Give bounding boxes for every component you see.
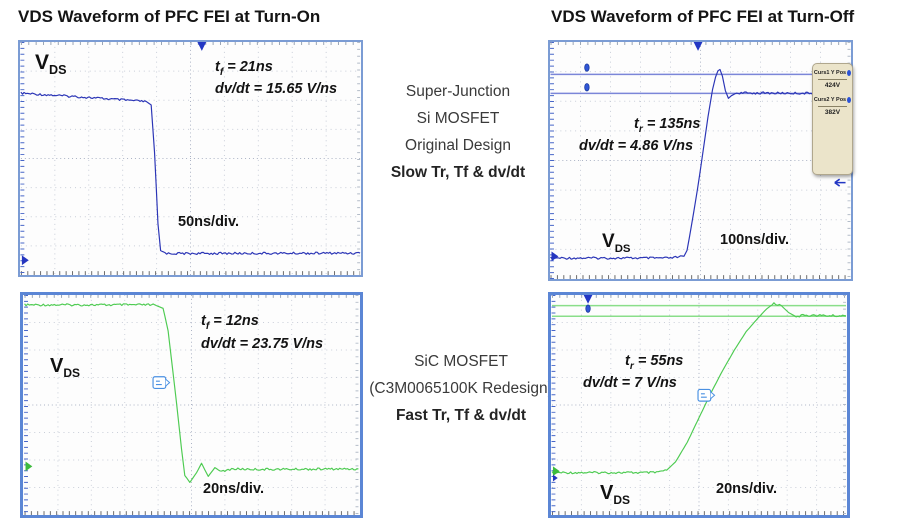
cursor1-knob-icon <box>847 70 852 76</box>
device-label-bottom: SiC MOSFET (C3M0065100K Redesign) Fast T… <box>355 348 567 429</box>
vds-sub: DS <box>63 366 81 380</box>
waveform-plot-sj-turn-on <box>20 42 361 275</box>
t-symbol: t <box>634 116 639 132</box>
timebase-label: 50ns/div. <box>178 214 239 230</box>
device-line: SiC MOSFET <box>414 353 508 370</box>
vds-trace <box>551 302 847 475</box>
vds-trace <box>20 91 361 256</box>
cursor1-label: Curs1 Y Pos <box>813 70 847 76</box>
cursor2-row: Curs2 Y Pos <box>813 97 852 103</box>
dvdt-annotation: dv/dt = 15.65 V/ns <box>215 81 338 97</box>
cursor-readout-panel: Curs1 Y Pos 424V Curs2 Y Pos 382V <box>812 63 853 175</box>
title-turn-off: VDS Waveform of PFC FEI at Turn-Off <box>551 7 855 26</box>
channel-marker-icon <box>25 461 33 472</box>
cursor1-value: 424V <box>824 82 841 89</box>
vds-sub: DS <box>613 493 631 507</box>
channel-marker-icon <box>21 255 29 266</box>
trigger-level-badge <box>152 376 167 390</box>
vds-main: V <box>600 482 614 504</box>
scope-sic-turn-off: tr = 55ns dv/dt = 7 V/ns VDS 20ns/div. <box>548 292 850 518</box>
vds-trace <box>550 68 851 260</box>
t-value: = 135ns <box>642 116 701 132</box>
vds-trace <box>24 303 359 483</box>
cursor2-label: Curs2 Y Pos <box>813 97 847 103</box>
vds-label: VDS <box>602 232 631 255</box>
device-label-top: Super-Junction Si MOSFET Original Design… <box>352 78 564 186</box>
t-value: = 12ns <box>209 313 259 329</box>
trigger-level-badge <box>697 388 712 402</box>
cursor2-value: 382V <box>824 109 841 116</box>
timebase-label: 100ns/div. <box>720 232 790 248</box>
timebase-label: 20ns/div. <box>203 481 264 497</box>
vds-label: VDS <box>600 483 630 506</box>
t-subscript: f <box>219 66 224 78</box>
channel-marker-icon <box>552 474 558 482</box>
channel-marker-icon <box>551 251 559 262</box>
trigger-level-glyph-icon <box>155 380 162 386</box>
scope-sj-turn-off: tr = 135ns dv/dt = 4.86 V/ns VDS 100ns/d… <box>548 40 853 281</box>
cursor-handle-icon <box>584 83 590 92</box>
device-line-bold: Fast Tr, Tf & dv/dt <box>395 407 527 424</box>
fall-time-annotation: tf = 21ns <box>215 59 273 78</box>
vds-label: VDS <box>50 356 80 379</box>
t-value: = 21ns <box>223 59 273 75</box>
t-symbol: t <box>625 353 630 369</box>
rise-time-annotation: tr = 55ns <box>625 353 684 372</box>
trigger-marker-icon <box>583 295 593 304</box>
waveform-plot-sic-turn-off <box>551 295 847 515</box>
device-line: Original Design <box>405 137 511 154</box>
waveform-plot-sic-turn-on <box>24 295 359 515</box>
cursor1-row: Curs1 Y Pos <box>813 70 852 76</box>
cursor-handle-icon <box>584 63 590 72</box>
dvdt-annotation: dv/dt = 23.75 V/ns <box>201 336 324 352</box>
fall-time-annotation: tf = 12ns <box>201 313 259 332</box>
vds-main: V <box>35 51 50 74</box>
dvdt-annotation: dv/dt = 4.86 V/ns <box>579 138 694 154</box>
scope-sic-turn-on: tf = 12ns dv/dt = 23.75 V/ns VDS 20ns/di… <box>20 292 363 518</box>
vds-sub: DS <box>614 242 631 255</box>
t-value: = 55ns <box>633 353 684 369</box>
device-line-bold: Slow Tr, Tf & dv/dt <box>390 164 526 181</box>
cursor2-knob-icon <box>847 97 852 103</box>
cursor-arrow-icon <box>834 178 846 187</box>
scope-sj-turn-on: VDS tf = 21ns dv/dt = 15.65 V/ns 50ns/di… <box>18 40 363 277</box>
t-symbol: t <box>201 313 206 329</box>
device-line: Super-Junction <box>405 83 511 100</box>
t-subscript: r <box>638 123 643 135</box>
divider <box>818 106 847 107</box>
cursor-handle-icon <box>585 304 591 313</box>
trigger-level-badge-pointer <box>710 391 716 400</box>
divider <box>818 79 847 80</box>
t-subscript: f <box>205 320 210 332</box>
trigger-level-glyph-icon <box>700 393 707 398</box>
title-turn-on: VDS Waveform of PFC FEI at Turn-On <box>18 7 321 26</box>
vds-sub: DS <box>49 63 67 78</box>
vds-main: V <box>602 231 615 252</box>
channel-marker-icon <box>552 466 560 477</box>
trigger-marker-icon <box>197 42 207 51</box>
dvdt-annotation: dv/dt = 7 V/ns <box>583 375 677 391</box>
vds-label: VDS <box>35 52 67 77</box>
t-subscript: r <box>629 360 634 372</box>
vds-main: V <box>50 355 64 377</box>
rise-time-annotation: tr = 135ns <box>634 116 701 135</box>
device-line: Si MOSFET <box>416 110 500 127</box>
t-symbol: t <box>215 59 220 75</box>
trigger-level-badge-pointer <box>165 378 171 387</box>
timebase-label: 20ns/div. <box>716 481 777 497</box>
waveform-plot-sj-turn-off <box>550 42 851 279</box>
device-line: (C3M0065100K Redesign) <box>369 380 553 397</box>
trigger-marker-icon <box>693 42 703 51</box>
